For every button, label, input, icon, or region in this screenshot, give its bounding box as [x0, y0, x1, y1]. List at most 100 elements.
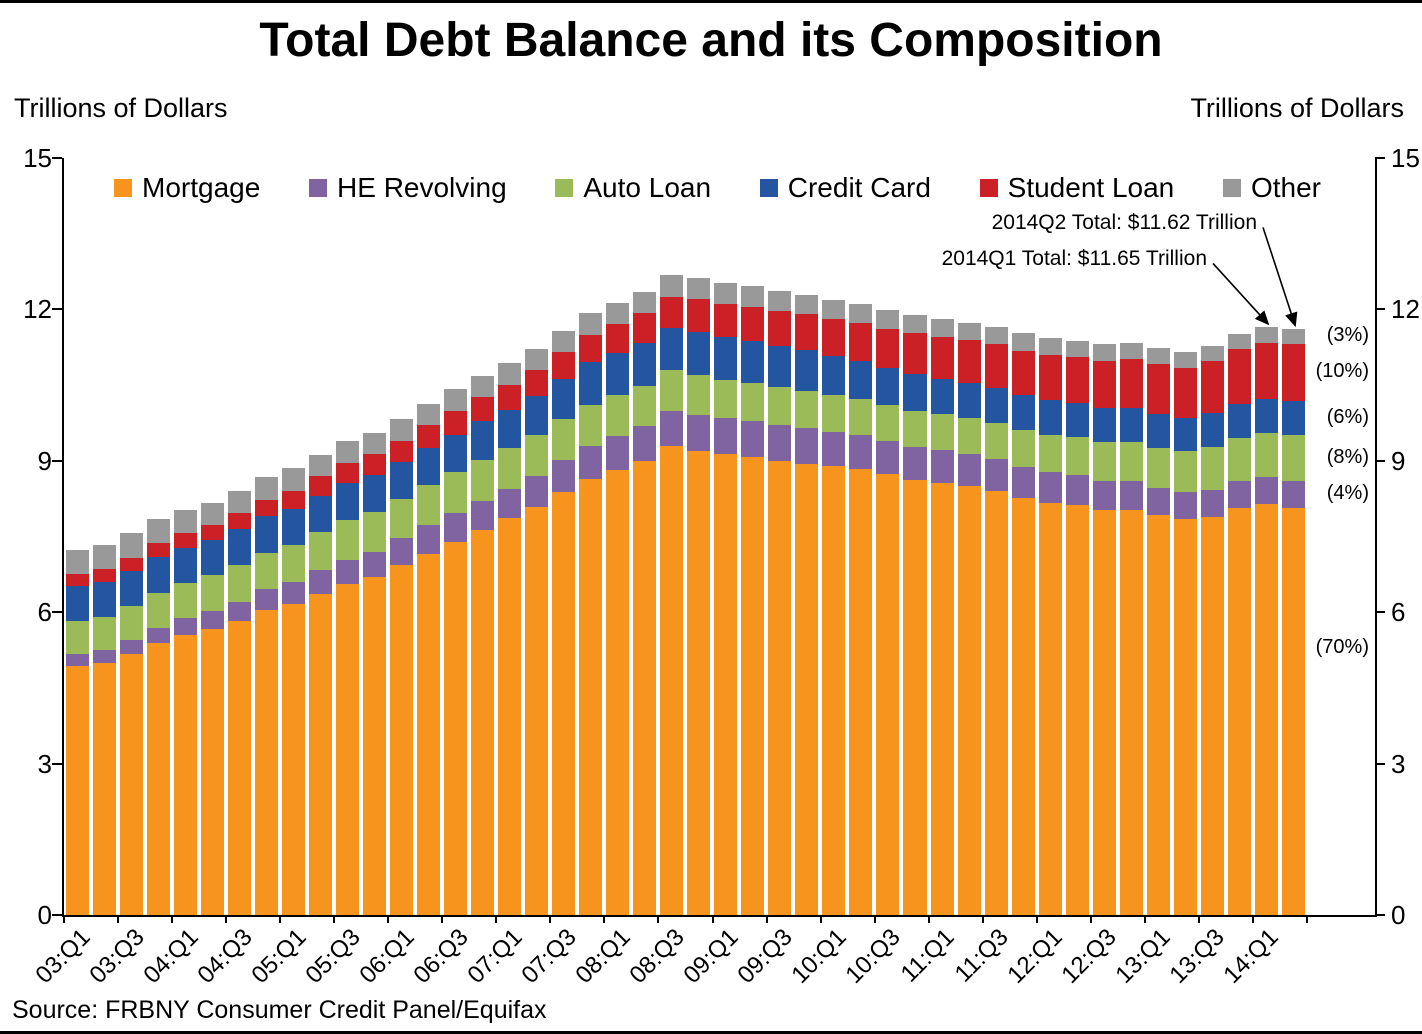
segment-he-revolving — [1281, 480, 1305, 508]
segment-other — [444, 388, 468, 411]
segment-he-revolving — [768, 424, 792, 461]
y-tick-left — [52, 157, 62, 159]
stacked-bar — [93, 544, 117, 915]
segment-other — [1146, 348, 1170, 365]
x-tick — [1035, 915, 1038, 923]
segment-mortgage — [579, 478, 603, 915]
segment-student-loan — [876, 328, 900, 368]
segment-he-revolving — [687, 415, 711, 452]
segment-he-revolving — [714, 418, 738, 455]
segment-he-revolving — [255, 589, 279, 611]
segment-auto-loan — [1281, 434, 1305, 481]
segment-student-loan — [525, 369, 549, 397]
stacked-bar — [984, 326, 1008, 915]
bar-10:Q1 — [820, 158, 847, 915]
segment-mortgage — [417, 553, 441, 915]
segment-credit-card — [201, 540, 225, 576]
segment-other — [1173, 352, 1197, 368]
segment-other — [930, 319, 954, 337]
segment-credit-card — [498, 409, 522, 448]
segment-he-revolving — [336, 559, 360, 585]
segment-other — [660, 275, 684, 297]
bar-07:Q4 — [577, 158, 604, 915]
segment-student-loan — [552, 352, 576, 380]
segment-auto-loan — [66, 621, 90, 654]
segment-credit-card — [1038, 400, 1062, 435]
bar-07:Q2 — [523, 158, 550, 915]
segment-other — [741, 286, 765, 307]
segment-he-revolving — [1011, 466, 1035, 499]
stacked-bar — [876, 309, 900, 915]
segment-credit-card — [660, 327, 684, 371]
stacked-bar — [579, 313, 603, 915]
segment-auto-loan — [1011, 429, 1035, 467]
segment-mortgage — [768, 460, 792, 915]
segment-credit-card — [957, 383, 981, 418]
stacked-bar — [768, 291, 792, 915]
bar-10:Q3 — [874, 158, 901, 915]
segment-auto-loan — [903, 410, 927, 447]
stacked-bar — [147, 519, 171, 915]
stacked-bar — [606, 302, 630, 915]
legend-label-other: Other — [1250, 172, 1321, 203]
y-tick-right — [1375, 157, 1385, 159]
segment-mortgage — [552, 492, 576, 915]
segment-student-loan — [930, 336, 954, 380]
bar-09:Q3 — [766, 158, 793, 915]
segment-student-loan — [498, 384, 522, 410]
segment-student-loan — [1038, 354, 1062, 401]
x-tick — [873, 915, 876, 923]
stacked-bar — [822, 299, 846, 915]
bar-09:Q4 — [793, 158, 820, 915]
bar-11:Q1 — [929, 158, 956, 915]
x-tick — [1197, 915, 1200, 923]
segment-student-loan — [93, 569, 117, 582]
segment-credit-card — [849, 361, 873, 399]
segment-mortgage — [1011, 498, 1035, 915]
segment-mortgage — [1065, 504, 1089, 915]
segment-other — [552, 330, 576, 353]
segment-he-revolving — [1227, 481, 1251, 509]
segment-other — [768, 291, 792, 312]
segment-mortgage — [1146, 515, 1170, 915]
segment-student-loan — [714, 303, 738, 338]
segment-he-revolving — [633, 426, 657, 461]
segment-auto-loan — [363, 511, 387, 552]
stacked-bar — [957, 322, 981, 915]
segment-other — [1281, 328, 1305, 345]
segment-mortgage — [687, 451, 711, 915]
bar-07:Q3 — [550, 158, 577, 915]
segment-other — [822, 299, 846, 319]
bar-12:Q2 — [1064, 158, 1091, 915]
segment-auto-loan — [417, 485, 441, 526]
segment-other — [255, 476, 279, 500]
segment-auto-loan — [390, 498, 414, 539]
pct-label-student-loan: (10%) — [1315, 360, 1369, 383]
legend-item-other: Other — [1222, 172, 1321, 204]
segment-mortgage — [228, 621, 252, 915]
legend: Mortgage HE Revolving Auto Loan Credit Card… — [114, 172, 1321, 204]
segment-he-revolving — [930, 450, 954, 483]
segment-he-revolving — [498, 488, 522, 519]
bar-04:Q1 — [172, 158, 199, 915]
segment-mortgage — [633, 460, 657, 915]
credit-card-swatch — [759, 179, 778, 197]
segment-auto-loan — [633, 385, 657, 427]
segment-other — [309, 454, 333, 477]
segment-auto-loan — [849, 398, 873, 435]
segment-credit-card — [579, 362, 603, 405]
segment-auto-loan — [660, 370, 684, 412]
mortgage-swatch — [114, 179, 132, 197]
segment-mortgage — [282, 604, 306, 915]
segment-he-revolving — [1173, 492, 1197, 520]
stacked-bar — [336, 440, 360, 915]
total-annotation-1: 2014Q2 Total: $11.62 Trillion — [991, 211, 1257, 234]
segment-student-loan — [255, 499, 279, 517]
segment-credit-card — [714, 337, 738, 380]
x-tick — [765, 915, 768, 923]
segment-mortgage — [660, 446, 684, 915]
segment-credit-card — [444, 434, 468, 472]
segment-he-revolving — [282, 581, 306, 605]
segment-auto-loan — [957, 417, 981, 454]
